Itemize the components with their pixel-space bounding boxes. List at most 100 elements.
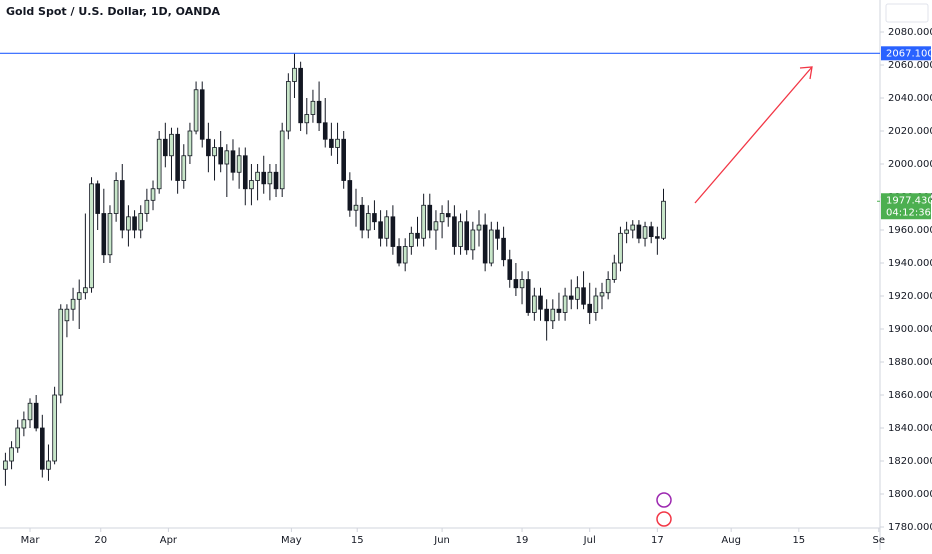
candle-body [538, 295, 543, 310]
candle-body [433, 221, 439, 231]
candle-body [46, 460, 51, 470]
candle-body [427, 204, 433, 231]
candle-body [519, 279, 525, 289]
candle-body [316, 100, 322, 124]
x-tick-label: 15 [351, 535, 364, 546]
candle-body [636, 224, 642, 239]
candle-body [64, 308, 70, 322]
candle-body [445, 213, 451, 218]
candle-body [27, 402, 33, 421]
x-tick-label: 15 [792, 535, 805, 546]
candle-body [322, 122, 328, 140]
y-tick-label: 1840.000 [888, 423, 932, 434]
candle-body [661, 200, 666, 239]
candle-body [581, 287, 586, 305]
candle-body [175, 133, 180, 181]
candle-body [464, 221, 469, 251]
x-tick-label: 20 [94, 535, 107, 546]
candle-body [556, 308, 562, 313]
y-tick-label: 2060.000 [888, 60, 932, 71]
level-label: 2067.100 [886, 48, 932, 59]
event-icons[interactable] [656, 492, 672, 527]
candle-body [3, 460, 8, 470]
last-price-box [881, 193, 931, 220]
candle-body [76, 292, 82, 300]
candle-body [242, 155, 248, 190]
candle-body [532, 295, 537, 313]
arrow-line [694, 66, 813, 204]
candle-body [52, 394, 57, 462]
candle-body [292, 67, 297, 82]
candle-body [550, 308, 556, 322]
candle-body [286, 81, 291, 132]
candle-body [347, 180, 353, 211]
x-tick-label: 19 [516, 535, 529, 546]
candle-body [279, 130, 285, 190]
candle-body [599, 292, 605, 297]
candle-body [495, 229, 500, 239]
candle-body [396, 246, 402, 264]
candle-body [409, 232, 414, 247]
candle-body [261, 171, 267, 185]
candle-body [329, 138, 334, 148]
candle-body [630, 224, 636, 231]
candle-body [372, 213, 377, 223]
countdown-label: 04:12:36 [886, 207, 931, 218]
candle-body [58, 308, 64, 396]
candle-body [33, 402, 39, 429]
candle-body [132, 216, 137, 231]
candle-body [230, 150, 236, 173]
x-tick-label: 17 [651, 535, 664, 546]
candle-body [163, 138, 168, 157]
candle-body [335, 138, 340, 148]
y-tick-label: 1860.000 [888, 390, 932, 401]
candle-body [341, 138, 346, 181]
candle-body [107, 213, 113, 256]
candle-body [390, 216, 396, 247]
y-tick-label: 1940.000 [888, 258, 932, 269]
x-tick-label: Mar [21, 535, 41, 546]
candle-body [206, 138, 211, 157]
candle-body [273, 171, 279, 190]
candle-body [95, 183, 100, 214]
candle-body [568, 295, 574, 300]
candle-body [458, 221, 463, 247]
candle-body [605, 279, 611, 294]
candle-body [488, 229, 494, 264]
candle-body [611, 262, 617, 280]
candle-body [310, 100, 316, 115]
candle-body [513, 279, 519, 289]
chart-title: Gold Spot / U.S. Dollar, 1D, OANDA [6, 5, 221, 18]
candle-body [384, 216, 390, 239]
candle-body [187, 130, 193, 157]
candle-body [415, 232, 420, 239]
candle-body [224, 150, 230, 165]
y-tick-label: 2000.000 [888, 159, 932, 170]
candle-body [101, 213, 107, 256]
arrow-head [799, 66, 813, 80]
candle-body [501, 237, 506, 261]
candle-body [169, 133, 174, 157]
candle-body [138, 213, 144, 231]
candle-body [421, 204, 426, 239]
candle-body [255, 171, 260, 181]
candle-body [642, 226, 648, 239]
y-tick-label: 2040.000 [888, 93, 932, 104]
candle-body [482, 224, 488, 264]
candle-body [40, 427, 45, 470]
event-icon[interactable] [656, 492, 672, 508]
candle-body [587, 303, 593, 313]
candle-body [378, 221, 383, 239]
candle-body [525, 279, 531, 313]
candle-body [156, 138, 162, 190]
candle-body [648, 226, 654, 238]
settings-box[interactable] [885, 3, 929, 23]
x-tick-label: Apr [160, 535, 178, 546]
y-tick-label: 1780.000 [888, 522, 932, 533]
event-icon[interactable] [656, 511, 672, 527]
candle-body [144, 199, 150, 214]
candle-body [544, 308, 549, 322]
candle-body [193, 89, 199, 132]
